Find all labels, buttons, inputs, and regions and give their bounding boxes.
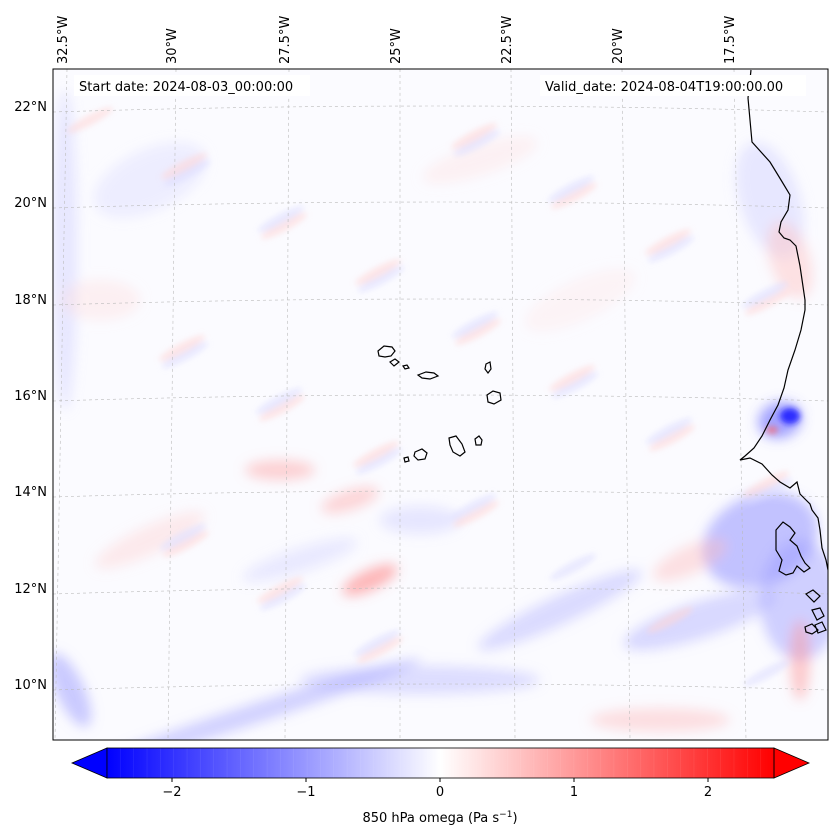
lat-label: 22°N <box>14 100 47 115</box>
longitude-labels: 32.5°W 30°W 27.5°W 25°W 22.5°W 20°W 17.5… <box>56 16 738 64</box>
colorbar-label: 850 hPa omega (Pa s−1) <box>362 810 517 826</box>
lon-label: 25°W <box>389 28 404 64</box>
sal-island <box>484 361 492 374</box>
lat-label: 18°N <box>14 293 47 308</box>
fogo-island <box>413 448 428 461</box>
lon-label: 22.5°W <box>500 16 515 64</box>
santa-luzia-island <box>402 364 410 370</box>
colorbar-tick-label: 0 <box>436 785 444 800</box>
colorbar-tick-label: −2 <box>162 785 181 800</box>
lon-label: 27.5°W <box>278 16 293 64</box>
santiago-island <box>448 435 466 457</box>
guinea-islands <box>804 589 827 635</box>
start-date-box <box>74 75 310 96</box>
lon-label: 32.5°W <box>56 16 71 64</box>
colorbar-tick-label: −1 <box>296 785 315 800</box>
lat-label: 20°N <box>14 196 47 211</box>
colorbar-body <box>107 748 774 778</box>
brava-island <box>403 456 410 463</box>
bijagos-coast <box>775 521 811 576</box>
lat-label: 16°N <box>14 389 47 404</box>
santo-antao-island <box>377 345 396 358</box>
lon-label: 30°W <box>165 28 180 64</box>
colorbar-tick-label: 1 <box>570 785 578 800</box>
start-date-text: Start date: 2024-08-03_00:00:00 <box>79 80 293 95</box>
sao-nicolau-island <box>416 371 440 380</box>
colorbar-tick-label: 2 <box>704 785 712 800</box>
lon-label: 17.5°W <box>723 16 738 64</box>
valid-date-box <box>540 75 806 96</box>
lon-label: 20°W <box>611 28 626 64</box>
colorbar: −2 −1 0 1 2 850 hPa omega (Pa s−1) <box>70 747 811 826</box>
omega-field <box>53 69 828 740</box>
africa-coastline <box>739 69 828 571</box>
colorbar-extend-max <box>773 747 811 779</box>
lat-label: 10°N <box>14 678 47 693</box>
graticule <box>53 69 828 740</box>
lat-label: 12°N <box>14 582 47 597</box>
sao-vicente-island <box>389 358 400 367</box>
latitude-labels: 22°N 20°N 18°N 16°N 14°N 12°N 10°N <box>14 100 47 693</box>
boa-vista-island <box>486 390 502 405</box>
coastline <box>377 69 828 635</box>
colorbar-extend-min <box>70 747 108 779</box>
map-frame <box>52 68 829 741</box>
lat-label: 14°N <box>14 485 47 500</box>
maio-island <box>474 435 483 446</box>
valid-date-text: Valid_date: 2024-08-04T19:00:00.00 <box>545 80 783 95</box>
